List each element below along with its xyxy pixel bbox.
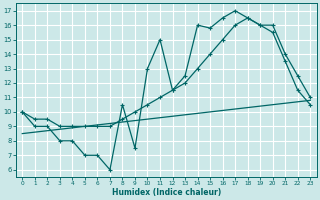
X-axis label: Humidex (Indice chaleur): Humidex (Indice chaleur) (112, 188, 221, 197)
